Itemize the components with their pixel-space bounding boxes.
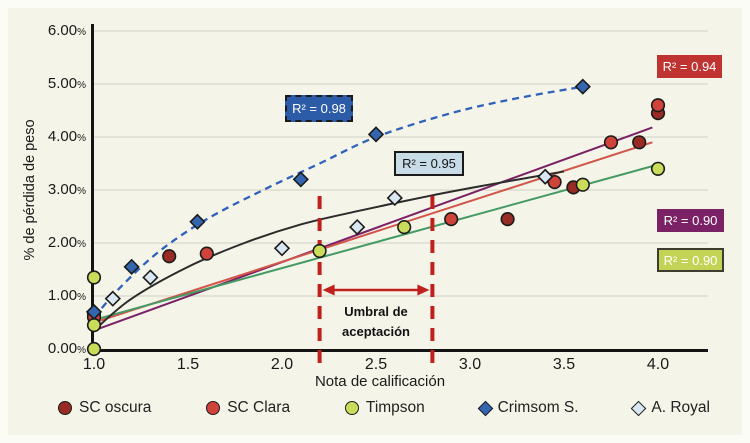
legend-diamond-icon — [477, 400, 493, 416]
x-tick-label: 2.0 — [270, 356, 294, 373]
x-tick-label: 4.0 — [646, 356, 670, 373]
data-point-crimsom-s — [367, 126, 385, 143]
legend-label: SC Clara — [227, 399, 291, 416]
r2-label-a-royal: R² = 0.95 — [394, 151, 464, 176]
data-point-timpson — [312, 243, 327, 259]
r2-label-timpson: R² = 0.90 — [657, 248, 724, 272]
data-point-a-royal — [273, 240, 291, 257]
legend-circle-icon — [344, 401, 359, 415]
data-point-timpson — [575, 177, 590, 192]
acceptance-threshold-annotation: Umbral de aceptación — [342, 302, 410, 342]
trend-line-sc-oscura — [93, 126, 653, 332]
chart-legend: SC oscura SC Clara Timpson Crimsom S. A. Roy… — [58, 396, 710, 420]
legend-item-a-royal[interactable]: A. Royal — [631, 399, 710, 417]
data-point-sc-oscura — [632, 135, 647, 150]
legend-item-timpson[interactable]: Timpson — [344, 399, 425, 417]
x-axis-title: Nota de calificación — [314, 373, 446, 390]
data-point-crimsom-s — [574, 78, 591, 95]
y-tick-label: 0.00% — [47, 340, 86, 357]
data-point-crimsom-s — [292, 171, 309, 188]
trend-curve-a-royal — [93, 170, 565, 332]
data-point-timpson — [397, 220, 412, 235]
data-point-sc-clara — [603, 135, 619, 150]
y-tick-label: 1.00% — [47, 287, 86, 304]
y-tick-label: 2.00% — [47, 234, 86, 251]
r2-label-crimsom-s: R² = 0.98 — [285, 95, 353, 122]
data-point-a-royal — [104, 290, 121, 307]
data-point-sc-clara — [650, 98, 666, 113]
data-point-sc-clara — [444, 212, 459, 227]
x-tick-label: 1.0 — [82, 356, 106, 373]
data-point-timpson — [86, 341, 102, 357]
y-tick-label: 4.00% — [47, 128, 86, 145]
data-point-sc-oscura — [500, 212, 515, 227]
annotation-line-1: Umbral de — [344, 304, 408, 319]
legend-item-sc-oscura[interactable]: SC oscura — [58, 399, 151, 417]
data-point-timpson — [650, 161, 666, 176]
data-point-crimsom-s — [189, 213, 206, 230]
legend-label: Timpson — [365, 399, 425, 416]
legend-circle-icon — [58, 401, 72, 415]
r2-label-sc-clara: R² = 0.94 — [657, 55, 722, 78]
legend-label: SC oscura — [79, 399, 152, 416]
legend-circle-icon — [206, 401, 221, 415]
x-tick-label: 3.0 — [458, 356, 482, 373]
trend-line-timpson — [93, 165, 653, 321]
umbral-arrowhead-left — [322, 284, 335, 296]
data-point-a-royal — [349, 218, 366, 236]
data-point-sc-clara — [547, 174, 562, 190]
data-point-a-royal — [386, 189, 403, 207]
data-point-crimsom-s — [123, 258, 140, 275]
data-point-crimsom-s — [85, 303, 103, 321]
data-point-sc-oscura — [162, 249, 177, 264]
legend-label: A. Royal — [651, 399, 710, 416]
trend-curve-crimsom-s — [93, 85, 584, 318]
legend-item-sc-clara[interactable]: SC Clara — [206, 399, 290, 417]
r2-label-sc-oscura: R² = 0.90 — [657, 209, 724, 232]
y-tick-label: 5.00% — [47, 75, 86, 92]
data-point-sc-clara — [199, 246, 214, 261]
x-tick-label: 1.5 — [176, 356, 200, 373]
annotation-line-2: aceptación — [342, 324, 410, 340]
legend-diamond-icon — [631, 400, 647, 416]
legend-label: Crimsom S. — [497, 399, 579, 416]
legend-item-crimsom-s[interactable]: Crimsom S. — [477, 399, 579, 417]
data-point-timpson — [86, 270, 102, 285]
data-point-timpson — [86, 318, 102, 333]
y-tick-label: 3.00% — [47, 181, 86, 198]
umbral-arrowhead-right — [417, 284, 430, 296]
x-tick-label: 3.5 — [552, 356, 576, 373]
y-tick-label: 6.00% — [47, 22, 86, 39]
x-tick-label: 2.5 — [364, 356, 388, 373]
data-point-a-royal — [537, 168, 554, 185]
data-point-a-royal — [142, 269, 159, 286]
